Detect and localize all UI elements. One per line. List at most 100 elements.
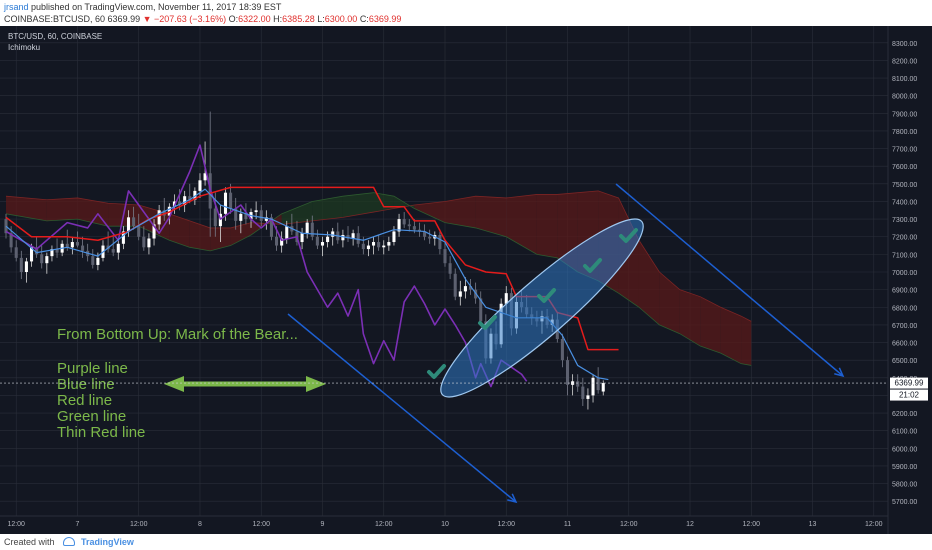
candle-body bbox=[162, 210, 166, 216]
candle-body bbox=[412, 226, 416, 230]
price-tick-label: 8000.00 bbox=[892, 94, 917, 101]
open-value: 6322.00 bbox=[238, 14, 271, 24]
candle-body bbox=[91, 256, 95, 265]
last-price-tag bbox=[890, 377, 928, 389]
candle-body bbox=[387, 242, 391, 246]
candle-body bbox=[70, 242, 74, 248]
candle-body bbox=[310, 222, 314, 237]
candle-body bbox=[326, 236, 330, 243]
candle-body bbox=[504, 293, 508, 304]
candle-body bbox=[9, 233, 13, 248]
candle-body bbox=[203, 173, 207, 181]
candle-body bbox=[116, 243, 120, 253]
candle-body bbox=[448, 263, 452, 274]
high-label: H: bbox=[273, 14, 283, 24]
trend-arrows bbox=[287, 183, 845, 504]
cloud-segment bbox=[6, 196, 47, 221]
cloud-segment bbox=[414, 201, 445, 223]
price-tick-label: 7700.00 bbox=[892, 147, 917, 154]
last-price: 6369.99 bbox=[107, 14, 141, 24]
candle-body bbox=[132, 217, 136, 227]
price-tick-label: 5700.00 bbox=[892, 499, 917, 506]
check-mark-icon bbox=[619, 228, 638, 243]
annotation-line-red: Red line bbox=[57, 392, 112, 409]
candle-body bbox=[305, 222, 309, 234]
tradingview-logo-icon bbox=[63, 537, 76, 546]
price-tick-label: 7500.00 bbox=[892, 182, 917, 189]
price-tick-label: 6500.00 bbox=[892, 358, 917, 365]
candle-body bbox=[234, 208, 238, 221]
candle-body bbox=[254, 210, 258, 213]
price-tick-label: 7100.00 bbox=[892, 252, 917, 259]
cloud-segment bbox=[445, 196, 476, 228]
footer: Created with TradingView bbox=[0, 534, 932, 550]
candle-body bbox=[239, 213, 243, 221]
candle-body bbox=[300, 233, 304, 243]
published-text: published on TradingView.com, November 1… bbox=[31, 2, 282, 12]
check-mark-icon bbox=[478, 315, 497, 330]
price-tick-label: 6900.00 bbox=[892, 288, 917, 295]
low-label: L: bbox=[317, 14, 325, 24]
cloud-segment bbox=[506, 194, 537, 255]
close-value: 6369.99 bbox=[368, 14, 402, 24]
candle-body bbox=[331, 231, 335, 237]
time-axis[interactable]: 12:00 7 12:00 8 12:00 9 12:00 10 12:00 11 12:00 12 1… bbox=[7, 521, 882, 528]
candle-body bbox=[223, 192, 228, 214]
candle-body bbox=[346, 234, 350, 239]
candle-body bbox=[560, 338, 564, 361]
candle-body bbox=[438, 234, 442, 250]
price-tick-label: 7000.00 bbox=[892, 270, 917, 277]
candle-body bbox=[218, 213, 222, 227]
price-axis[interactable]: 8300.00 8200.00 8100.00 8000.00 7900.00 7800.… bbox=[892, 41, 917, 506]
double-arrow bbox=[164, 376, 326, 392]
cloud-segment bbox=[189, 220, 211, 251]
candle-body bbox=[366, 245, 370, 250]
price-tick-label: 8100.00 bbox=[892, 76, 917, 83]
brand-link[interactable]: TradingView bbox=[81, 537, 134, 547]
time-tick-label: 12:00 bbox=[252, 521, 270, 528]
candle-body bbox=[188, 196, 192, 200]
candle-body bbox=[428, 236, 432, 239]
senkou-span-b-line bbox=[5, 192, 752, 366]
candle-body bbox=[356, 233, 360, 244]
candle-body bbox=[320, 242, 325, 246]
close-label: C: bbox=[359, 14, 369, 24]
candle-body bbox=[586, 395, 590, 399]
candle-body bbox=[463, 286, 467, 292]
price-tick-label: 7300.00 bbox=[892, 217, 917, 224]
last-price-tag-value: 6369.99 bbox=[895, 379, 924, 388]
price-tick-label: 7900.00 bbox=[892, 111, 917, 118]
candle-body bbox=[19, 257, 23, 272]
candle-body bbox=[193, 190, 197, 200]
chart-legend-symbol: BTC/USD, 60, COINBASE bbox=[8, 32, 102, 41]
candle-body bbox=[382, 245, 386, 248]
check-mark-icon bbox=[583, 258, 602, 273]
candle-body bbox=[81, 245, 85, 251]
price-tick-label: 6800.00 bbox=[892, 305, 917, 312]
candle-body bbox=[244, 213, 248, 220]
candle-body bbox=[264, 217, 268, 221]
price-change: ▼ −207.63 (−3.16%) bbox=[142, 14, 227, 24]
price-tick-label: 7600.00 bbox=[892, 164, 917, 171]
cloud-segment bbox=[46, 197, 78, 221]
price-tick-label: 5900.00 bbox=[892, 464, 917, 471]
trend-arrow-line bbox=[287, 313, 517, 503]
candle-body bbox=[269, 217, 273, 237]
candle-body bbox=[377, 242, 381, 248]
price-chart[interactable]: BTC/USD, 60, COINBASE Ichimoku From Bott… bbox=[0, 26, 932, 534]
cloud-segment bbox=[720, 307, 742, 364]
time-tick-label: 9 bbox=[321, 521, 325, 528]
time-tick-label: 11 bbox=[564, 521, 571, 528]
check-mark-icon bbox=[537, 288, 556, 303]
author-link[interactable]: jrsand bbox=[4, 2, 29, 12]
chart-panel[interactable]: BTC/USD, 60, COINBASE Ichimoku From Bott… bbox=[0, 26, 932, 534]
cloud-segment bbox=[475, 196, 507, 237]
countdown-tag bbox=[890, 389, 928, 401]
candle-body bbox=[55, 249, 59, 253]
candle-body bbox=[372, 242, 376, 246]
price-tick-label: 7200.00 bbox=[892, 235, 917, 242]
candle-body bbox=[275, 236, 279, 246]
time-tick-label: 12:00 bbox=[7, 521, 25, 528]
cloud-segment bbox=[312, 196, 343, 221]
cloud-segment bbox=[741, 316, 752, 366]
